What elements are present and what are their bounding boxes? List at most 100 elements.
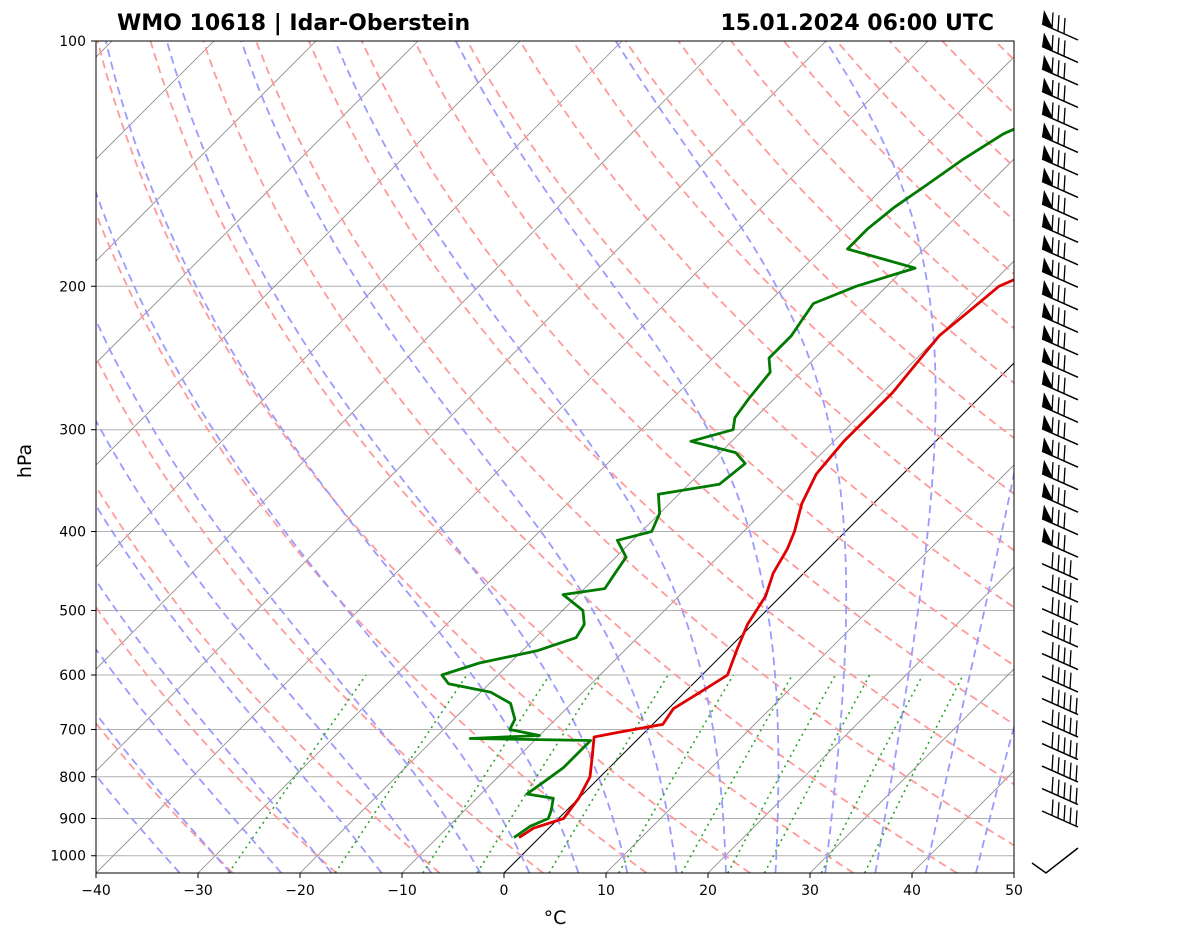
wind-barb-staff: [1041, 293, 1079, 311]
wind-barb-staff: [1041, 135, 1079, 154]
wind-barb-feather: [1069, 627, 1072, 644]
isotherm: [96, 41, 419, 364]
y-tick-label: 900: [59, 811, 86, 827]
moist-adiabat: [165, 41, 629, 873]
wind-barb: [1041, 437, 1079, 468]
wind-barb-feather: [1075, 697, 1078, 714]
wind-barb-feather: [1051, 282, 1054, 299]
dry-adiabat: [519, 41, 1014, 552]
wind-barb-feather: [1057, 240, 1060, 257]
wind-barb-staff: [1031, 847, 1079, 874]
wind-barb: [1041, 302, 1079, 333]
wind-barb-staff: [1041, 787, 1079, 806]
wind-barb-feather: [1069, 560, 1072, 577]
wind-barb-feather: [1057, 15, 1060, 32]
mixing-ratio-line: [680, 674, 793, 873]
wind-barb-staff: [1041, 270, 1079, 289]
wind-barb-pennant: [1042, 167, 1053, 186]
x-tick-label: 30: [801, 883, 819, 899]
wind-barb: [1041, 167, 1079, 199]
wind-barb-feather: [1063, 647, 1066, 664]
wind-barb-feather: [1063, 332, 1066, 349]
wind-barb-feather: [1057, 487, 1060, 504]
wind-barb-staff: [1041, 158, 1079, 176]
wind-barb-feather: [1051, 507, 1054, 524]
wind-barb: [1031, 847, 1079, 874]
y-tick-label: 700: [59, 723, 86, 739]
y-tick-label: 100: [59, 34, 86, 50]
wind-barb: [1041, 459, 1079, 491]
wind-barb-staff: [1041, 45, 1079, 64]
moist-adiabat: [825, 41, 937, 873]
wind-barb-staff: [1041, 473, 1079, 491]
wind-barb-feather: [1057, 105, 1060, 122]
isotherm: [96, 41, 317, 262]
wind-barb-feather: [1057, 509, 1060, 526]
wind-barb: [1041, 77, 1079, 109]
dry-adiabat: [360, 41, 1014, 726]
wind-barb: [1041, 347, 1079, 378]
y-tick-label: 300: [59, 423, 86, 439]
wind-barb-feather: [1063, 692, 1066, 709]
wind-barb-feather: [1051, 417, 1054, 434]
isotherm: [197, 56, 1014, 873]
wind-barb-feather: [1051, 327, 1054, 344]
wind-barb-feather: [1051, 237, 1054, 254]
wind-barb: [1041, 99, 1079, 131]
wind-barb: [1041, 574, 1079, 603]
wind-barb-feather: [1075, 765, 1078, 782]
wind-barb: [1041, 799, 1079, 828]
wind-barb-pennant: [1042, 324, 1053, 343]
x-tick-label: −10: [387, 883, 417, 899]
wind-barb-pennant: [1042, 77, 1053, 96]
x-tick-label: 40: [903, 883, 921, 899]
wind-barb: [1041, 189, 1079, 221]
wind-barb-feather: [1057, 802, 1060, 819]
plot-area: [96, 41, 1014, 873]
dry-adiabat: [96, 41, 751, 873]
moist-adiabat: [96, 318, 482, 873]
moist-adiabat: [334, 41, 727, 873]
wind-barb-feather: [1057, 532, 1060, 549]
wind-barb-feather: [1051, 79, 1054, 96]
isotherm: [96, 41, 725, 670]
wind-barb-feather: [1069, 605, 1072, 622]
dry-adiabat: [202, 41, 958, 873]
wind-barb-pennant: [1042, 32, 1053, 51]
wind-barb-staff: [1041, 180, 1079, 199]
wind-barb-feather: [1051, 732, 1054, 749]
wind-barb: [1041, 754, 1079, 783]
wind-barb-feather: [1069, 785, 1072, 802]
plot-frame: [95, 40, 1015, 874]
wind-barb: [1041, 597, 1079, 626]
wind-barb-pennant: [1042, 437, 1053, 456]
dry-adiabat: [783, 41, 1014, 276]
dry-adiabat: [96, 605, 337, 873]
x-axis-label: °C: [544, 907, 567, 929]
wind-barb-feather: [1051, 34, 1054, 52]
wind-barb-feather: [1057, 217, 1060, 234]
wind-barb-pennant: [1042, 302, 1053, 321]
wind-barb-feather: [1051, 394, 1054, 411]
temperature-profile: [518, 278, 1014, 839]
wind-barb-feather: [1063, 175, 1066, 192]
y-tick-label: 600: [59, 668, 86, 684]
wind-barb-feather: [1063, 197, 1066, 214]
y-tick-label: 400: [59, 525, 86, 541]
wind-barb-pennant: [1042, 482, 1053, 501]
mixing-ratio-line: [727, 674, 837, 873]
wind-barb-staff: [1041, 720, 1079, 738]
moist-adiabat: [96, 189, 531, 873]
wind-barb-feather: [1051, 192, 1054, 209]
wind-barb-feather: [1063, 107, 1066, 124]
wind-barb-staff: [1041, 607, 1079, 626]
wind-barb-pennant: [1042, 459, 1053, 478]
y-tick-label: 200: [59, 279, 86, 295]
zero-isotherm: [503, 362, 1014, 873]
wind-barb-staff: [1041, 562, 1079, 581]
wind-barb-staff: [1041, 113, 1079, 131]
wind-barb-feather: [1063, 152, 1066, 169]
wind-barb: [1041, 32, 1079, 64]
isotherm: [707, 566, 1014, 873]
wind-barb: [1041, 642, 1079, 671]
